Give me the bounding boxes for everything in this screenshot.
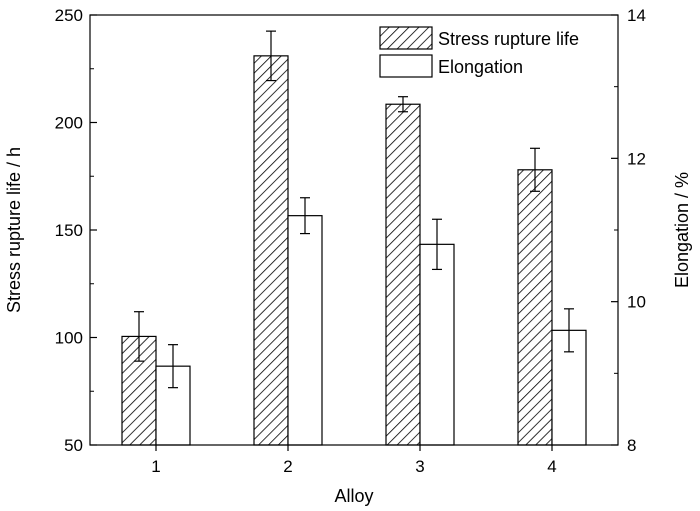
y-right-axis-title: Elongation / %: [672, 172, 692, 288]
y-left-tick-label: 200: [55, 114, 83, 133]
y-right-tick-label: 12: [627, 149, 646, 168]
error-bar-elongation-alloy-3: [432, 218, 442, 271]
x-axis-title: Alloy: [334, 486, 373, 506]
x-tick-label: 3: [415, 457, 424, 476]
legend-item-elongation: Elongation: [379, 54, 523, 78]
y-left-axis-title: Stress rupture life / h: [4, 147, 24, 313]
bar-stress-rupture-life-alloy-2: [253, 55, 289, 446]
legend-item-stress-rupture-life: Stress rupture life: [379, 26, 579, 50]
legend-swatch: [379, 54, 433, 78]
y-left-tick-label: 250: [55, 6, 83, 25]
legend-label: Stress rupture life: [438, 29, 579, 49]
y-right-tick-label: 14: [627, 6, 646, 25]
y-left-tick-label: 150: [55, 221, 83, 240]
legend-label: Elongation: [438, 57, 523, 77]
error-bar-elongation-alloy-4: [564, 308, 574, 353]
bar-elongation-alloy-3: [419, 243, 455, 446]
bar-stress-rupture-life-alloy-4: [517, 169, 553, 446]
x-tick-label: 2: [283, 457, 292, 476]
y-left-tick-label: 100: [55, 329, 83, 348]
y-right-tick-label: 10: [627, 293, 646, 312]
bar-stress-rupture-life-alloy-3: [385, 103, 421, 446]
y-right-tick-label: 8: [627, 436, 636, 455]
error-bar-elongation-alloy-1: [168, 344, 178, 389]
legend-swatch: [379, 26, 433, 50]
error-bar-stress-rupture-life-alloy-4: [530, 147, 540, 192]
error-bar-elongation-alloy-2: [300, 197, 310, 235]
error-bar-stress-rupture-life-alloy-3: [398, 96, 408, 113]
error-bar-stress-rupture-life-alloy-2: [266, 30, 276, 82]
bar-elongation-alloy-2: [287, 215, 323, 446]
error-bar-stress-rupture-life-alloy-1: [134, 311, 144, 362]
x-tick-label: 4: [547, 457, 556, 476]
x-tick-label: 1: [151, 457, 160, 476]
y-left-tick-label: 50: [64, 436, 83, 455]
